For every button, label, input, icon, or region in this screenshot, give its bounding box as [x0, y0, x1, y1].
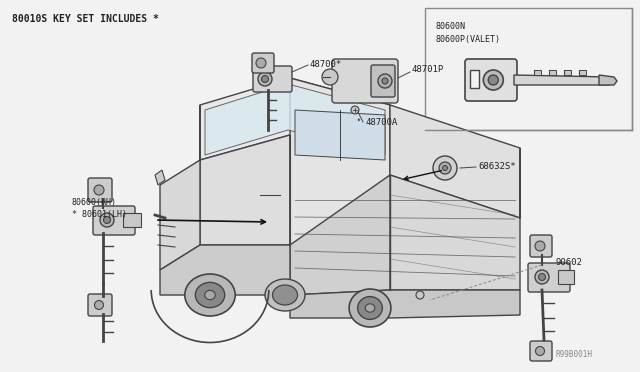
Circle shape	[104, 217, 111, 224]
FancyBboxPatch shape	[88, 178, 112, 202]
Circle shape	[536, 346, 545, 356]
Ellipse shape	[358, 296, 382, 320]
Polygon shape	[205, 84, 385, 155]
Polygon shape	[160, 245, 290, 295]
Polygon shape	[295, 110, 385, 160]
Circle shape	[351, 106, 359, 114]
Circle shape	[94, 185, 104, 195]
Polygon shape	[390, 148, 520, 290]
FancyBboxPatch shape	[530, 341, 552, 361]
Circle shape	[322, 69, 338, 85]
Polygon shape	[290, 175, 390, 295]
FancyBboxPatch shape	[371, 65, 395, 97]
FancyBboxPatch shape	[252, 53, 274, 73]
FancyBboxPatch shape	[93, 206, 135, 235]
Circle shape	[535, 270, 549, 284]
Polygon shape	[160, 160, 200, 270]
Bar	[425, 8, 632, 130]
Circle shape	[483, 70, 503, 90]
Circle shape	[262, 76, 269, 83]
Circle shape	[535, 241, 545, 251]
Text: ♦: ♦	[357, 118, 361, 123]
Bar	[123, 213, 141, 227]
Ellipse shape	[273, 285, 298, 305]
Polygon shape	[579, 70, 586, 75]
Ellipse shape	[205, 291, 215, 299]
FancyBboxPatch shape	[530, 235, 552, 257]
Circle shape	[416, 291, 424, 299]
FancyBboxPatch shape	[528, 263, 570, 292]
Polygon shape	[200, 78, 390, 160]
Circle shape	[433, 156, 457, 180]
Text: 48700A: 48700A	[365, 118, 397, 127]
Circle shape	[442, 166, 447, 170]
Text: 80600P(VALET): 80600P(VALET)	[435, 35, 500, 44]
Text: 48701P: 48701P	[412, 65, 444, 74]
Circle shape	[95, 301, 104, 310]
Circle shape	[439, 162, 451, 174]
Text: 90602: 90602	[555, 258, 582, 267]
Polygon shape	[390, 105, 520, 218]
Bar	[470, 70, 479, 88]
Text: * 80601(LH): * 80601(LH)	[72, 210, 127, 219]
Polygon shape	[549, 70, 556, 75]
Text: 80600N: 80600N	[435, 22, 465, 31]
Polygon shape	[155, 170, 165, 185]
FancyBboxPatch shape	[88, 294, 112, 316]
Polygon shape	[200, 105, 290, 245]
Text: 48700*: 48700*	[310, 60, 342, 69]
Text: 80600(RH): 80600(RH)	[72, 198, 117, 207]
Bar	[558, 270, 574, 284]
Ellipse shape	[195, 282, 225, 308]
Circle shape	[538, 273, 545, 280]
Polygon shape	[599, 75, 617, 85]
Circle shape	[378, 74, 392, 88]
Polygon shape	[514, 75, 614, 85]
FancyBboxPatch shape	[253, 66, 292, 92]
FancyBboxPatch shape	[465, 59, 517, 101]
Ellipse shape	[265, 279, 305, 311]
Circle shape	[488, 75, 499, 85]
FancyBboxPatch shape	[332, 59, 398, 103]
Ellipse shape	[349, 289, 391, 327]
Ellipse shape	[185, 274, 236, 316]
Text: R99B001H: R99B001H	[555, 350, 592, 359]
Text: 80010S KEY SET INCLUDES *: 80010S KEY SET INCLUDES *	[12, 14, 159, 24]
Ellipse shape	[365, 304, 375, 312]
Circle shape	[258, 72, 272, 86]
Circle shape	[382, 78, 388, 84]
Polygon shape	[290, 78, 390, 245]
Text: 68632S*: 68632S*	[478, 162, 516, 171]
Polygon shape	[564, 70, 571, 75]
Polygon shape	[290, 290, 520, 318]
Circle shape	[256, 58, 266, 68]
Circle shape	[100, 213, 114, 227]
Polygon shape	[534, 70, 541, 75]
